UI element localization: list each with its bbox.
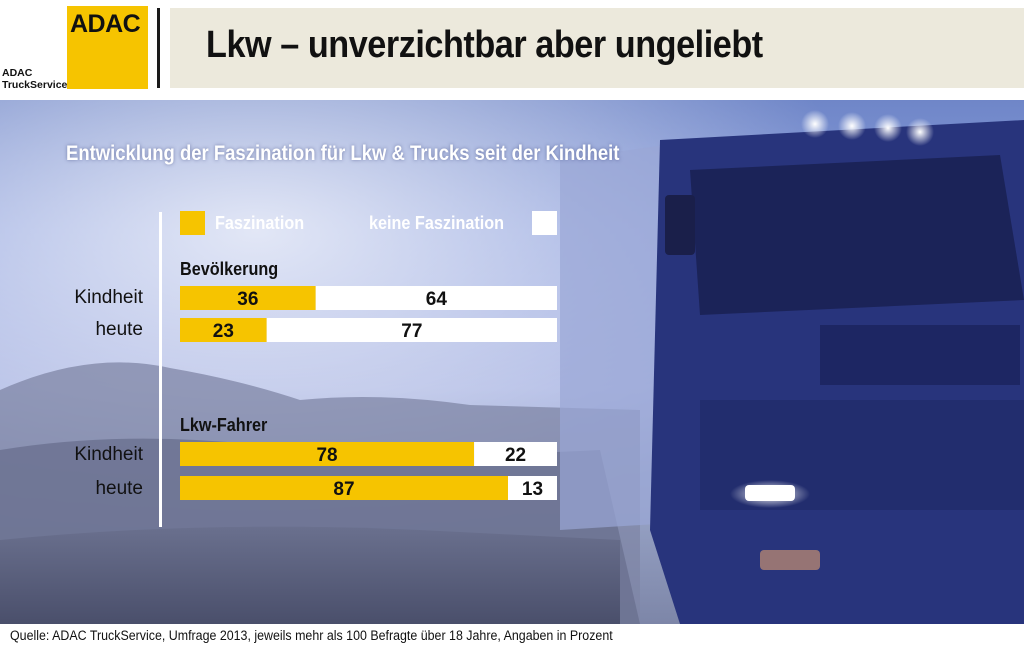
title-band <box>170 8 1024 88</box>
truck-background-photo <box>0 100 1024 624</box>
adac-logo <box>67 6 148 89</box>
group-label-bevoelkerung: Bevölkerung <box>180 259 279 279</box>
group-label-lkw-fahrer: Lkw-Fahrer <box>180 415 268 435</box>
footer <box>0 624 1024 654</box>
truck-illustration <box>0 100 1024 624</box>
logo-text: ADAC <box>70 10 141 38</box>
legend-label-faszination: Faszination <box>215 213 305 233</box>
axis-line <box>159 212 162 527</box>
legend-swatch-faszination <box>180 211 205 235</box>
brand-line-1: ADAC <box>2 67 33 79</box>
legend-swatch-keine-faszination <box>532 211 557 235</box>
page-title: Lkw – unverzichtbar aber ungeliebt <box>206 24 763 66</box>
legend-label-keine-faszination: keine Faszination <box>369 213 505 233</box>
header: ADAC ADAC TruckService Lkw – unverzichtb… <box>0 0 1024 100</box>
brand-line-2: TruckService <box>2 79 68 91</box>
row-label-lkw-fahrer-heute: heute <box>95 478 143 499</box>
row-label-bevoelkerung-kindheit: Kindheit <box>74 287 143 308</box>
row-label-bevoelkerung-heute: heute <box>95 319 143 340</box>
source-note: Quelle: ADAC TruckService, Umfrage 2013,… <box>10 628 613 643</box>
chart-title: Entwicklung der Faszination für Lkw & Tr… <box>66 142 620 165</box>
brand-subtitle: ADAC TruckService <box>2 67 67 91</box>
row-label-lkw-fahrer-kindheit: Kindheit <box>74 444 143 465</box>
divider <box>157 8 160 88</box>
